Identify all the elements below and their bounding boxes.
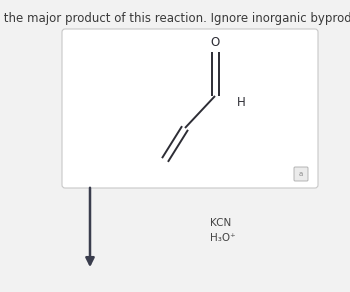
Text: KCN: KCN [210,218,231,228]
Text: a: a [299,171,303,177]
FancyBboxPatch shape [62,29,318,188]
Text: H₃O⁺: H₃O⁺ [210,233,236,243]
Text: O: O [210,36,220,49]
Text: H: H [237,95,246,109]
Text: Draw the major product of this reaction. Ignore inorganic byproducts.: Draw the major product of this reaction.… [0,12,350,25]
FancyBboxPatch shape [294,167,308,181]
